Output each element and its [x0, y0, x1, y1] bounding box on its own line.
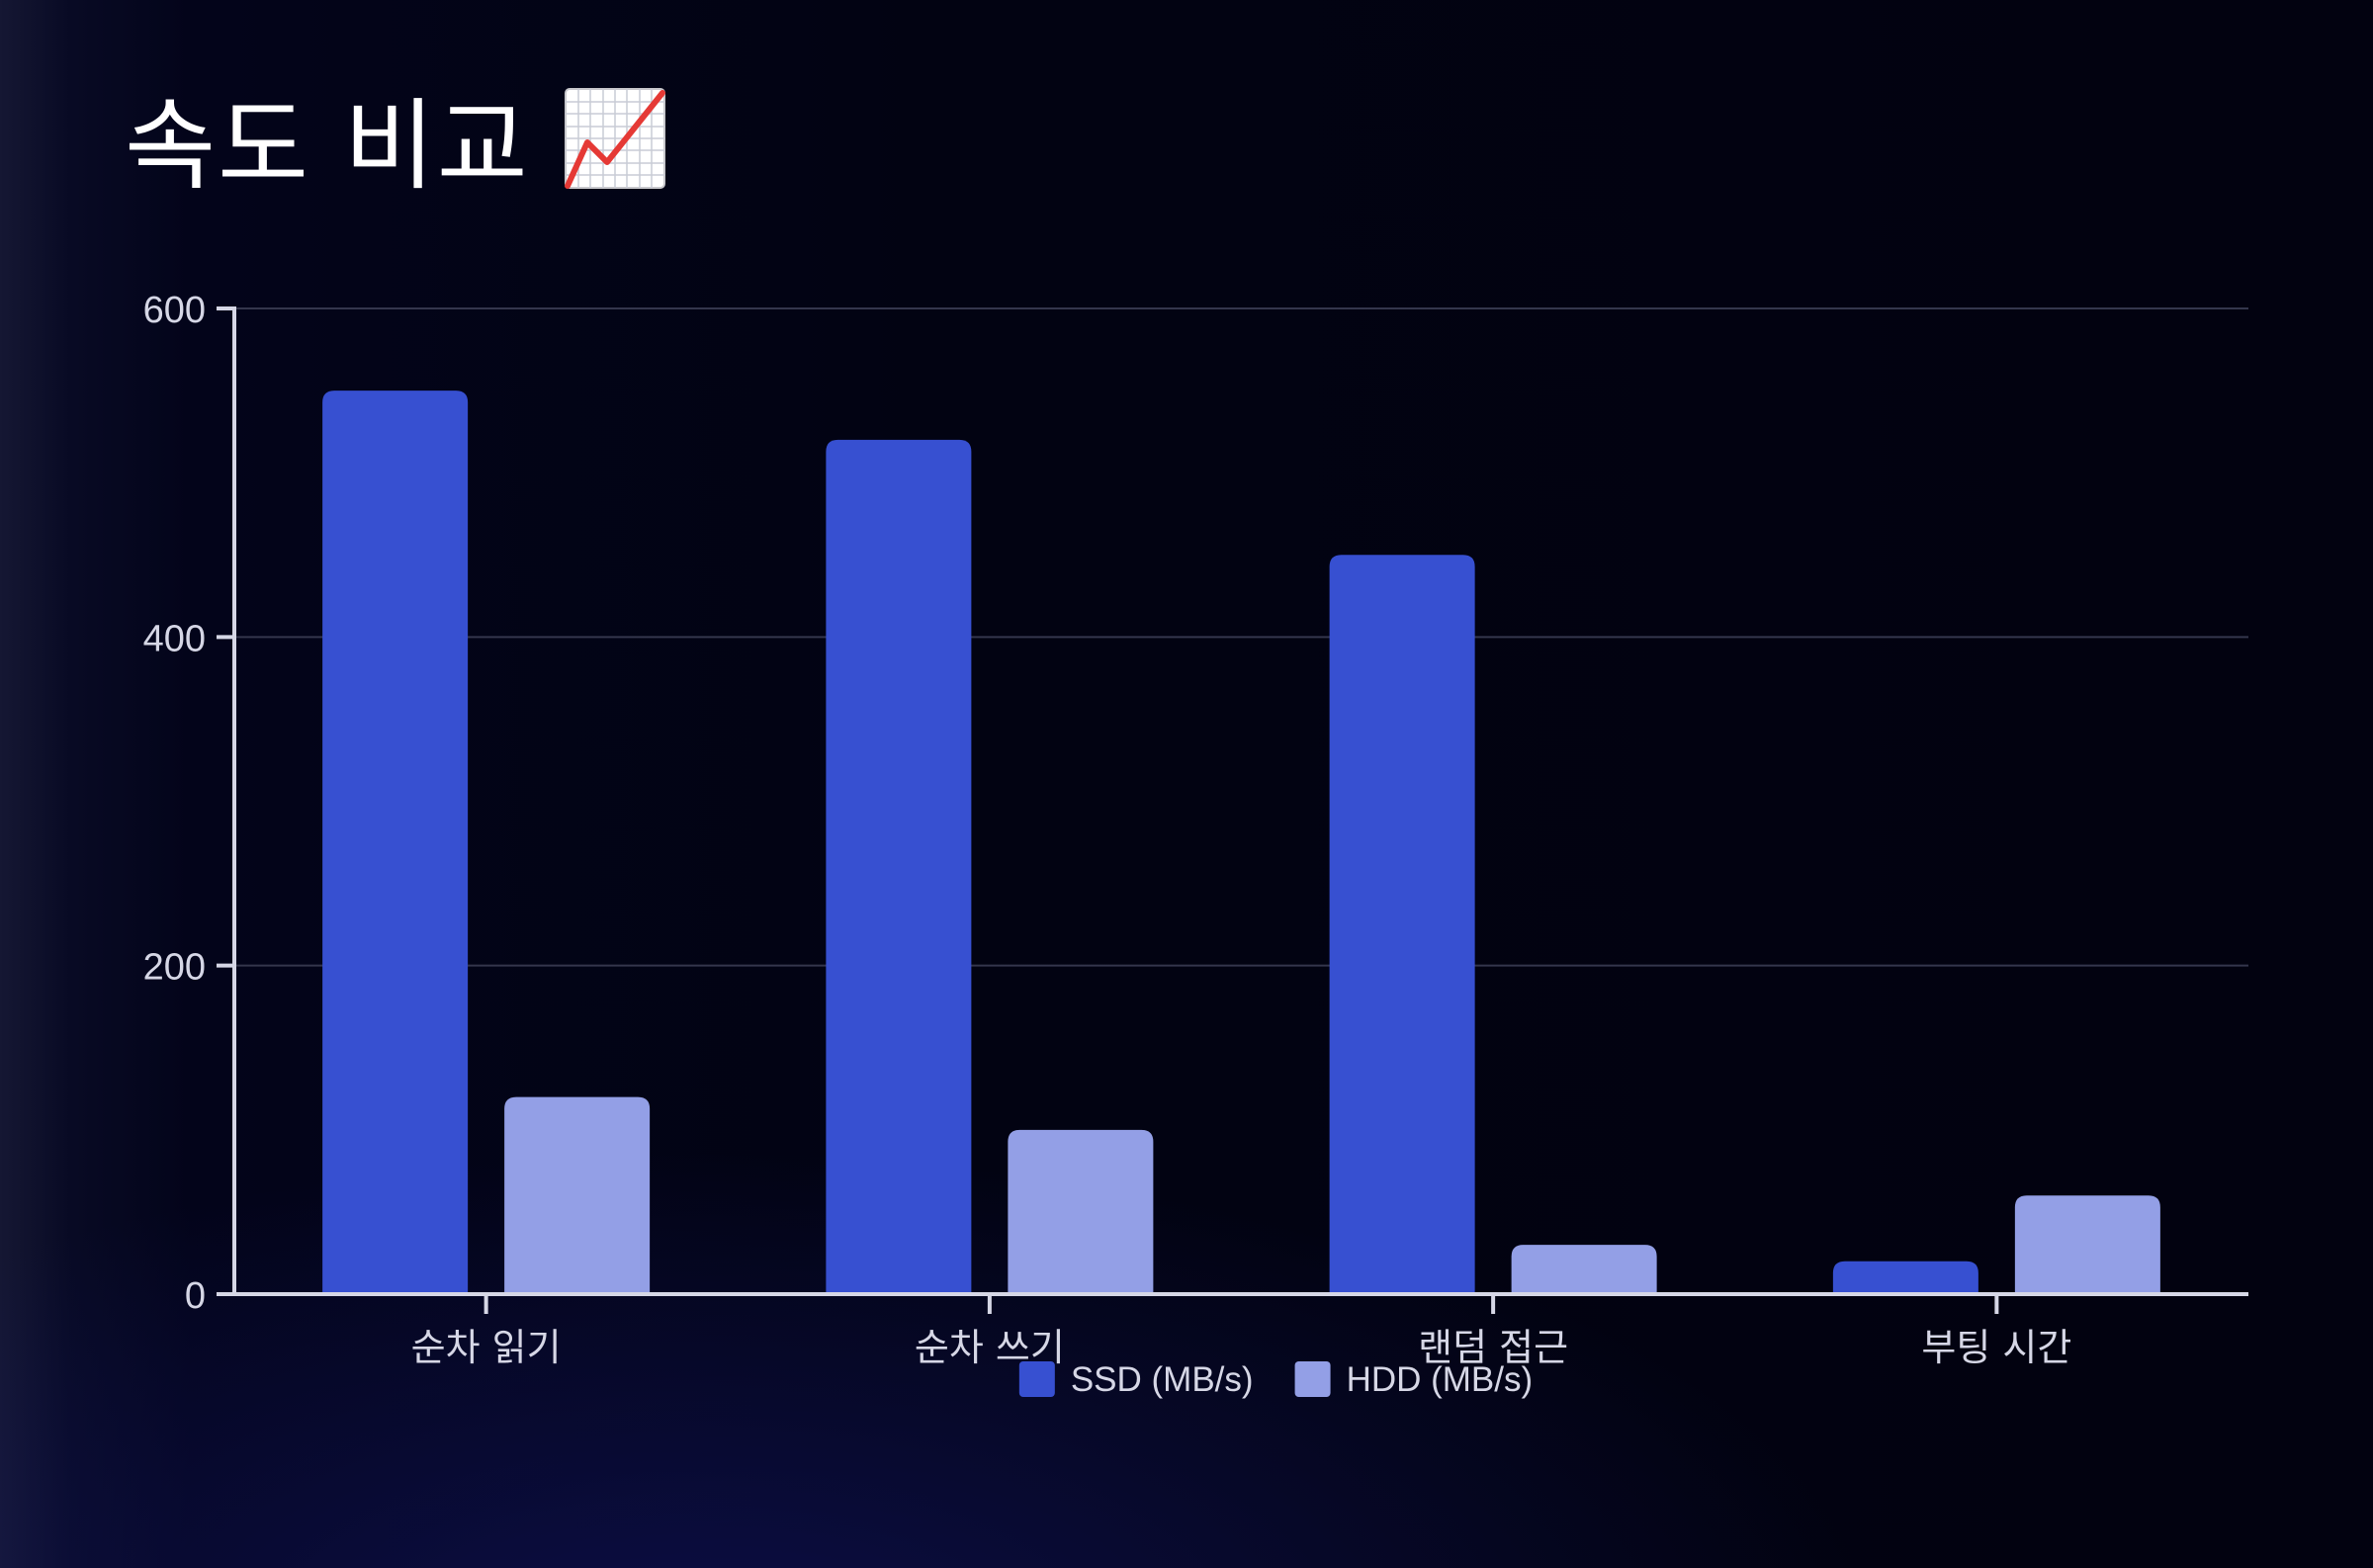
legend-swatch-ssd: [1018, 1361, 1055, 1397]
bar-hdd: [1008, 1129, 1154, 1294]
y-tick-label: 600: [143, 290, 206, 331]
bars: [322, 391, 2160, 1294]
legend-swatch-hdd: [1294, 1361, 1331, 1397]
chart-increasing-icon: [564, 88, 665, 189]
chart-title: 속도 비교: [125, 87, 666, 206]
bar-hdd: [2014, 1195, 2160, 1294]
bar-hdd: [504, 1096, 651, 1294]
x-tick-label: 순차 읽기: [411, 1326, 562, 1369]
legend: SSD (MB/s) HDD (MB/s): [1018, 1360, 1534, 1399]
bar-hdd: [1511, 1245, 1657, 1294]
chart-title-text: 속도 비교: [125, 88, 530, 204]
y-tick-label: 0: [185, 1275, 206, 1317]
x-tick-label: 부팅 시간: [1921, 1326, 2071, 1369]
bar-ssd: [1329, 555, 1475, 1294]
grid-lines: [234, 307, 2248, 967]
x-tick-label: 랜덤 접근: [1418, 1326, 1568, 1369]
legend-label-hdd: HDD (MB/s): [1347, 1360, 1534, 1399]
y-tick-label: 200: [143, 947, 206, 989]
y-tick-label: 400: [143, 618, 206, 659]
bar-ssd: [1832, 1261, 1978, 1294]
bar-ssd: [322, 391, 469, 1294]
legend-label-ssd: SSD (MB/s): [1071, 1360, 1254, 1399]
bar-ssd: [826, 439, 972, 1294]
